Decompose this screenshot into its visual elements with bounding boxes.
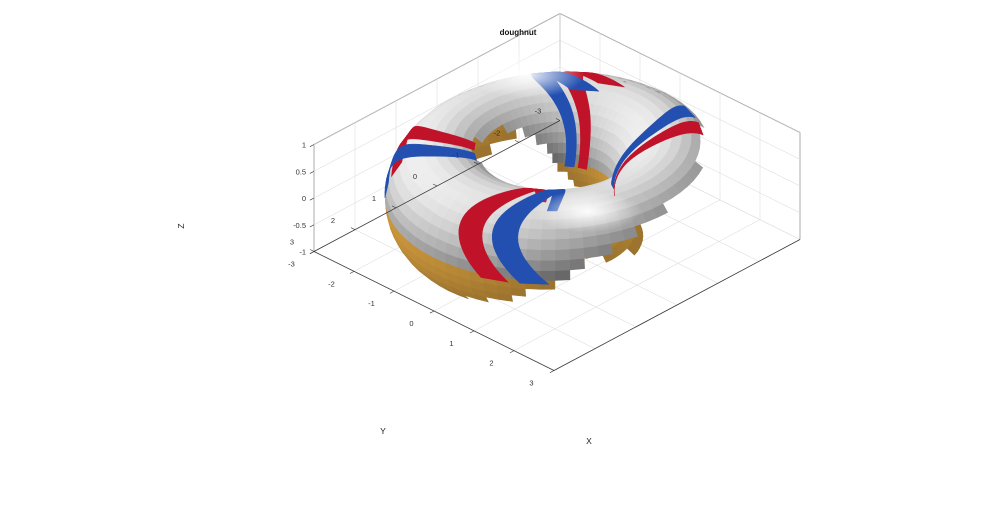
chart-title: doughnut — [500, 28, 537, 37]
surface-patch — [554, 248, 570, 261]
surface-patch — [557, 152, 564, 163]
surface-patch — [525, 248, 542, 261]
x-tick — [469, 330, 475, 334]
x-tick-label: 0 — [409, 319, 413, 328]
band-patch — [470, 151, 478, 161]
y-tick-label: -3 — [535, 107, 542, 116]
surface-patch — [554, 259, 571, 271]
z-tick-label: -1 — [299, 248, 306, 257]
surface-patch — [554, 269, 571, 281]
z-tick — [309, 251, 315, 254]
surface-patch — [568, 247, 585, 260]
z-tick — [309, 224, 315, 228]
band-patch — [410, 143, 415, 158]
box-edge — [553, 239, 801, 371]
axes-ticks: -3 -2 -1 0 1 2 3 -3 -2 -1 0 1 2 3 -1 -0.5 0 0.5 1 — [288, 107, 561, 388]
z-tick-label: 0.5 — [296, 167, 306, 176]
z-tick — [309, 170, 315, 174]
grid-line — [559, 13, 801, 133]
grid-line — [313, 13, 561, 145]
grid-line — [559, 39, 801, 160]
band-patch — [668, 126, 675, 139]
x-tick-label: 3 — [529, 379, 533, 388]
surface-patch — [551, 131, 559, 144]
y-tick-label: 1 — [372, 194, 376, 203]
surface-patch — [540, 238, 556, 250]
surface-highlights — [467, 51, 641, 233]
x-tick — [429, 310, 435, 314]
surface-patch — [527, 227, 543, 240]
y-tick-label: 2 — [331, 216, 335, 225]
surface-patch — [552, 152, 559, 164]
band-patch — [553, 101, 571, 106]
band-patch — [564, 162, 575, 168]
band-patch — [557, 108, 574, 114]
surface-patch — [568, 236, 584, 250]
z-tick-label: 1 — [302, 141, 306, 150]
surface-patch — [569, 257, 585, 271]
band-patch — [470, 141, 476, 151]
x-tick — [349, 271, 355, 274]
band-patch — [515, 279, 550, 285]
x-tick — [389, 290, 395, 294]
surface-highlight — [534, 190, 641, 233]
surface-patch — [539, 259, 556, 272]
z-tick — [309, 197, 315, 201]
torus-surface — [384, 71, 705, 303]
y-axis-label: Y — [380, 426, 386, 436]
band-patch — [577, 163, 588, 170]
band-patch — [555, 104, 572, 110]
y-tick — [432, 183, 438, 187]
surface-highlight — [467, 51, 585, 99]
surface-patch — [526, 238, 542, 251]
y-tick — [309, 249, 315, 252]
z-tick — [309, 144, 315, 147]
z-tick-label: 0 — [302, 194, 306, 203]
surface-patch — [535, 133, 543, 146]
x-tick-label: -2 — [328, 279, 335, 288]
x-tick — [549, 370, 555, 373]
surface-patch — [539, 249, 556, 261]
x-axis-label: X — [586, 436, 592, 446]
y-tick-label: -2 — [494, 128, 501, 137]
y-tick — [350, 227, 356, 230]
y-tick-label: 0 — [413, 172, 417, 181]
y-tick — [555, 118, 561, 121]
band-patch — [665, 127, 670, 141]
surface-patch — [550, 110, 559, 122]
y-tick-label: -1 — [453, 150, 460, 159]
x-tick — [509, 350, 515, 354]
band-patch — [551, 97, 569, 102]
y-tick — [514, 140, 520, 143]
x-tick-label: 2 — [489, 359, 493, 368]
surface-patch — [540, 228, 556, 240]
surface-patch — [552, 142, 559, 154]
surface-patch — [557, 162, 564, 172]
surface-patch — [546, 131, 553, 144]
surface-patch — [554, 238, 570, 251]
band-patch — [384, 177, 390, 198]
surface-patch — [567, 171, 574, 181]
surface-patch — [557, 142, 564, 154]
x-tick-label: 1 — [449, 339, 453, 348]
x-tick-label: -3 — [288, 260, 295, 269]
y-tick — [473, 161, 479, 165]
y-tick — [391, 205, 397, 209]
surface-patch — [546, 142, 553, 154]
x-tick-label: -1 — [368, 299, 375, 308]
surface-patch — [557, 131, 564, 143]
y-tick-label: 3 — [290, 238, 294, 247]
band-patch — [476, 272, 510, 283]
band-patch — [611, 180, 615, 190]
z-axis-label: Z — [176, 223, 186, 228]
z-tick-label: -0.5 — [293, 221, 306, 230]
